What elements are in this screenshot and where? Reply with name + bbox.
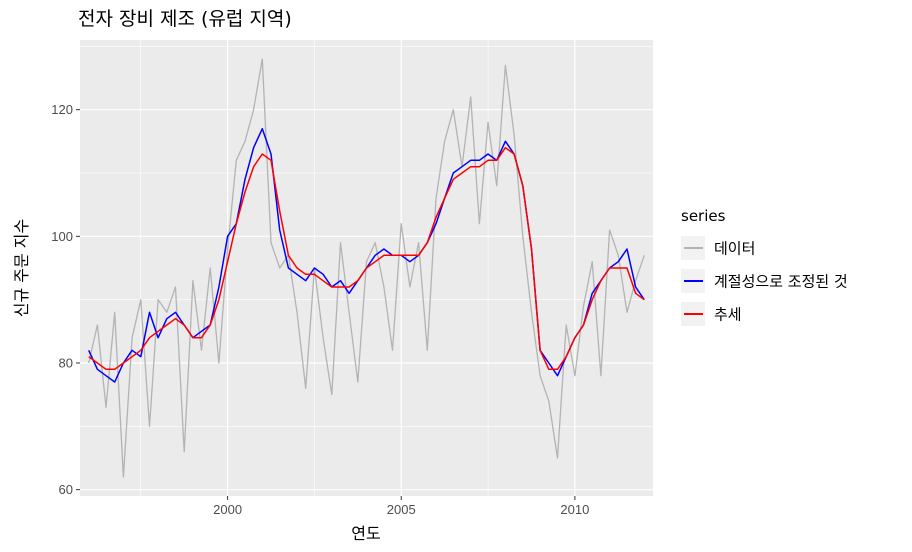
y-tick-label: 60 <box>59 482 73 497</box>
series-lines <box>88 58 645 478</box>
major-gridlines <box>80 40 653 496</box>
legend-label: 데이터 <box>714 240 755 258</box>
y-tick-label: 100 <box>51 229 73 244</box>
legend-label: 계절성으로 조정된 것 <box>714 273 848 291</box>
x-tick-label: 2005 <box>387 502 416 517</box>
y-tick-label: 120 <box>51 102 73 117</box>
tick-labels: 2000 2005 2010 60 80 100 120 <box>51 102 589 517</box>
series-line-3 <box>88 146 645 371</box>
y-axis-title: 신규 주문 지수 <box>12 219 31 318</box>
axis-ticks <box>76 109 576 500</box>
x-tick-label: 2010 <box>560 502 589 517</box>
chart-title: 전자 장비 제조 (유럽 지역) <box>78 8 292 30</box>
series-line-1 <box>88 58 645 478</box>
x-axis-title: 연도 <box>351 524 380 543</box>
y-tick-label: 80 <box>59 356 73 371</box>
x-tick-label: 2000 <box>213 502 242 517</box>
legend-title: series <box>681 207 726 225</box>
legend-label: 추세 <box>714 306 742 324</box>
